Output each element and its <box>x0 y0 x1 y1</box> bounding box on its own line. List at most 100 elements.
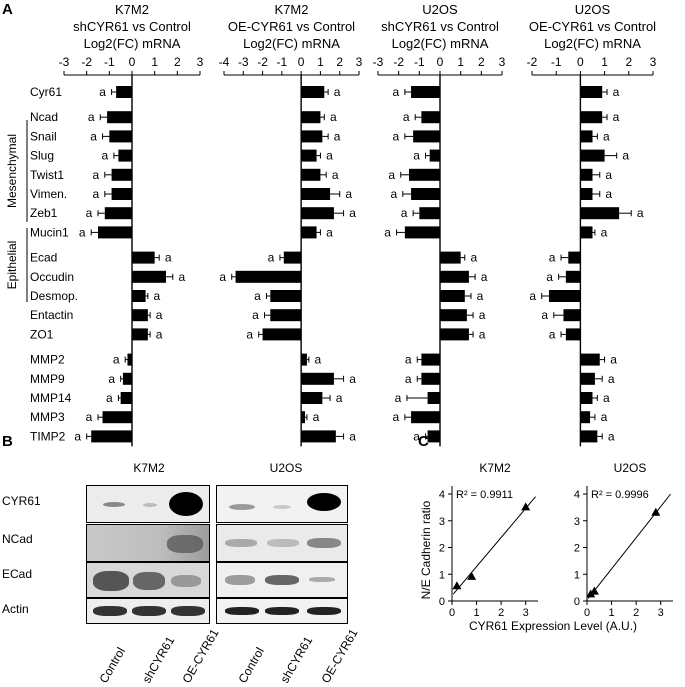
significance-label: a <box>165 251 172 265</box>
tick-label: -3 <box>238 55 249 69</box>
bar <box>301 372 334 385</box>
tick-label: 0 <box>449 607 455 619</box>
chart-title: K7M2 <box>275 2 309 17</box>
blot-u2os-cyr61 <box>216 485 348 523</box>
significance-label: a <box>413 429 420 443</box>
band-oe <box>307 493 341 511</box>
bar <box>580 353 600 366</box>
bar <box>301 111 321 124</box>
band-oe <box>309 577 335 582</box>
band-sh <box>267 539 299 547</box>
r-squared-label: R² = 0.9911 <box>456 489 513 501</box>
significance-label: a <box>156 308 163 322</box>
significance-label: a <box>92 168 99 182</box>
chart-subtitle: OE-CYR61 vs Control <box>529 19 656 34</box>
tick-label: 3 <box>650 55 657 69</box>
tick-label: -3 <box>373 55 384 69</box>
tick-label: 2 <box>498 607 504 619</box>
tick-label: 3 <box>499 55 506 69</box>
blot-u2os-actin <box>216 598 348 624</box>
tick-label: 3 <box>523 607 529 619</box>
bar <box>440 251 461 264</box>
significance-label: a <box>529 289 536 303</box>
bar <box>91 430 132 443</box>
band-oe <box>307 538 341 548</box>
bar <box>127 353 132 366</box>
scatter-xlabel: CYR61 Expression Level (A.U.) <box>469 619 637 633</box>
bar <box>118 149 132 162</box>
chart-subtitle: shCYR61 vs Control <box>73 19 191 34</box>
significance-label: a <box>349 372 356 386</box>
band-ctrl <box>225 607 259 615</box>
blot-u2os-ecad <box>216 562 348 598</box>
bar <box>111 168 132 181</box>
significance-label: a <box>393 410 400 424</box>
significance-label: a <box>313 410 320 424</box>
tick-label: -1 <box>551 55 562 69</box>
bar <box>270 309 302 322</box>
tick-label: 2 <box>439 543 445 555</box>
bar <box>440 309 467 322</box>
bar-chart-1: K7M2 shCYR61 vs Control Log2(FC) mRNA -3 -2-… <box>59 2 204 447</box>
tick-label: 3 <box>356 55 363 69</box>
significance-label: a <box>601 410 608 424</box>
significance-label: a <box>330 110 337 124</box>
significance-label: a <box>481 270 488 284</box>
group-label-epithelial: Epithelial <box>5 241 19 290</box>
gene-label: MMP2 <box>30 353 65 367</box>
gene-label: Mucin1 <box>30 225 69 239</box>
significance-label: a <box>254 289 261 303</box>
band-sh <box>133 572 165 590</box>
significance-label: a <box>608 429 615 443</box>
bar <box>419 207 440 220</box>
bar-chart-4: U2OS OE-CYR61 vs Control Log2(FC) mRNA -2 -1… <box>527 2 657 447</box>
significance-label: a <box>393 129 400 143</box>
bar-chart-2: K7M2 OE-CYR61 vs Control Log2(FC) mRNA -4 -3… <box>219 2 363 447</box>
gene-label-column: Cyr61 Ncad Snail Slug Twist1 Vimen. Zeb1 Mucin1… <box>30 85 78 443</box>
axis-label: Log2(FC) mRNA <box>84 36 181 51</box>
gene-label: MMP3 <box>30 410 65 424</box>
bar <box>440 270 469 283</box>
tick-label: 0 <box>298 55 305 69</box>
tick-label: -2 <box>393 55 404 69</box>
tick-label: 3 <box>658 607 664 619</box>
bar <box>568 251 581 264</box>
significance-label: a <box>74 429 81 443</box>
tick-label: 2 <box>574 543 580 555</box>
significance-label: a <box>477 289 484 303</box>
bar <box>411 86 440 98</box>
axis-label: Log2(FC) mRNA <box>392 36 489 51</box>
chart-title: K7M2 <box>479 461 511 475</box>
significance-label: a <box>549 327 556 341</box>
bar <box>429 149 440 162</box>
axis-label: Log2(FC) mRNA <box>544 36 641 51</box>
bar <box>404 226 440 239</box>
significance-label: a <box>479 308 486 322</box>
band-ctrl <box>225 539 257 547</box>
chart-title: K7M2 <box>115 2 149 17</box>
bar <box>301 168 321 181</box>
chart-title: U2OS <box>422 2 458 17</box>
bar <box>301 353 307 366</box>
bar <box>111 188 132 200</box>
bar <box>580 149 605 162</box>
tick-label: 3 <box>197 55 204 69</box>
gene-label: TIMP2 <box>30 429 66 443</box>
tick-label: 4 <box>574 489 580 501</box>
significance-label: a <box>608 372 615 386</box>
gene-label: Cyr61 <box>30 85 62 99</box>
tick-label: 1 <box>601 55 608 69</box>
band-oe <box>171 575 201 587</box>
significance-label: a <box>315 353 322 367</box>
gene-label: Occudin <box>30 270 74 284</box>
tick-label: -2 <box>527 55 538 69</box>
significance-label: a <box>86 410 93 424</box>
blot-title-u2os: U2OS <box>270 461 303 475</box>
significance-label: a <box>86 206 93 220</box>
gene-label: Snail <box>30 129 57 143</box>
chart-title: U2OS <box>614 461 647 475</box>
group-bracket-mesenchymal: Mesenchymal <box>5 120 28 222</box>
bar <box>116 86 132 98</box>
bar <box>270 290 302 302</box>
significance-label: a <box>413 149 420 163</box>
